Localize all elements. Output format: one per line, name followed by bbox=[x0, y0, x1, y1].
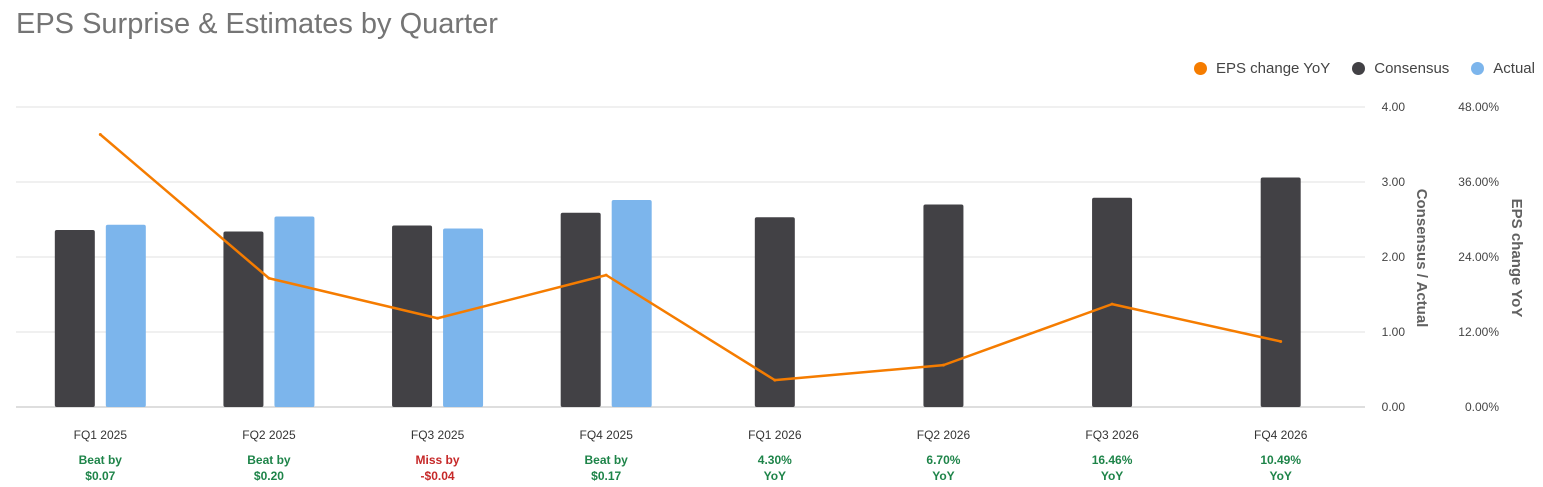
category-label-fq2-2025: FQ2 2025 bbox=[242, 428, 296, 442]
legend-item-consensus[interactable]: Consensus bbox=[1352, 60, 1449, 77]
annotation-line1-fq2-2026: 6.70% bbox=[926, 453, 960, 467]
legend-label-consensus: Consensus bbox=[1374, 60, 1450, 77]
annotation-line1-fq4-2026: 10.49% bbox=[1260, 453, 1301, 467]
annotation-line2-fq2-2025: $0.20 bbox=[254, 469, 284, 483]
bar-consensus-fq4-2026 bbox=[1260, 177, 1301, 407]
annotation-line1-fq3-2025: Miss by bbox=[416, 453, 460, 467]
bar-consensus-fq2-2025 bbox=[223, 231, 264, 407]
left-tick-4: 4.00 bbox=[1382, 100, 1406, 114]
annotation-line1-fq4-2025: Beat by bbox=[585, 453, 629, 467]
grid bbox=[16, 106, 1365, 408]
bar-consensus-fq3-2025 bbox=[392, 225, 433, 407]
annotation-line2-fq3-2026: YoY bbox=[1101, 469, 1123, 483]
category-label-fq3-2026: FQ3 2026 bbox=[1085, 428, 1139, 442]
left-tick-1: 1.00 bbox=[1382, 325, 1406, 339]
bar-consensus-fq1-2025 bbox=[54, 230, 95, 407]
category-label-fq3-2025: FQ3 2025 bbox=[411, 428, 465, 442]
annotation-line2-fq4-2025: $0.17 bbox=[591, 469, 621, 483]
legend-marker-actual bbox=[1471, 62, 1485, 75]
point-eps-change-yoy-fq4-2025 bbox=[604, 273, 608, 277]
left-tick-3: 3.00 bbox=[1382, 175, 1406, 189]
legend-label-eps-change: EPS change YoY bbox=[1215, 60, 1331, 77]
annotation-line1-fq1-2025: Beat by bbox=[79, 453, 123, 467]
legend-marker-consensus bbox=[1352, 62, 1366, 75]
right-tick-1: 12.00% bbox=[1458, 325, 1499, 339]
left-tick-0: 0.00 bbox=[1382, 400, 1406, 414]
right-axis-title: EPS change YoY bbox=[1508, 199, 1525, 318]
point-eps-change-yoy-fq1-2026 bbox=[773, 378, 777, 382]
annotation-line1-fq3-2026: 16.46% bbox=[1092, 453, 1133, 467]
right-tick-2: 24.00% bbox=[1458, 250, 1499, 264]
bar-actual-fq3-2025 bbox=[443, 228, 484, 407]
surprise-annotations: Beat by $0.07 Beat by $0.20 Miss by -$0.04 Bea… bbox=[79, 453, 1302, 483]
bar-consensus-fq4-2025 bbox=[560, 212, 601, 407]
right-tick-0: 0.00% bbox=[1465, 400, 1499, 414]
point-eps-change-yoy-fq2-2026 bbox=[941, 363, 945, 367]
bars bbox=[54, 177, 1301, 407]
annotation-line1-fq2-2025: Beat by bbox=[247, 453, 291, 467]
left-tick-2: 2.00 bbox=[1382, 250, 1406, 264]
right-tick-3: 36.00% bbox=[1458, 175, 1499, 189]
category-labels: FQ1 2025 FQ2 2025 FQ3 2025 FQ4 2025 FQ1 2026… bbox=[74, 428, 1308, 442]
annotation-line1-fq1-2026: 4.30% bbox=[758, 453, 792, 467]
category-label-fq4-2025: FQ4 2025 bbox=[580, 428, 634, 442]
chart-title: EPS Surprise & Estimates by Quarter bbox=[16, 8, 498, 40]
point-eps-change-yoy-fq4-2026 bbox=[1279, 339, 1283, 343]
bar-actual-fq1-2025 bbox=[105, 224, 146, 407]
annotation-line2-fq1-2025: $0.07 bbox=[85, 469, 115, 483]
bar-consensus-fq1-2026 bbox=[754, 217, 795, 407]
line-eps-change-yoy bbox=[99, 133, 1281, 382]
legend-item-actual[interactable]: Actual bbox=[1471, 60, 1535, 77]
bar-consensus-fq3-2026 bbox=[1092, 197, 1133, 407]
annotation-line2-fq3-2025: -$0.04 bbox=[421, 469, 455, 483]
category-label-fq1-2026: FQ1 2026 bbox=[748, 428, 802, 442]
annotation-line2-fq2-2026: YoY bbox=[932, 469, 954, 483]
bar-actual-fq2-2025 bbox=[274, 216, 315, 407]
yoy-line-group bbox=[98, 133, 1283, 382]
point-eps-change-yoy-fq3-2026 bbox=[1110, 302, 1114, 306]
left-axis-title: Consensus / Actual bbox=[1413, 189, 1430, 328]
point-eps-change-yoy-fq2-2025 bbox=[267, 276, 271, 280]
legend-label-actual: Actual bbox=[1493, 60, 1535, 77]
category-label-fq4-2026: FQ4 2026 bbox=[1254, 428, 1308, 442]
annotation-line2-fq4-2026: YoY bbox=[1269, 469, 1291, 483]
legend-marker-eps-change bbox=[1193, 62, 1207, 75]
bar-actual-fq4-2025 bbox=[611, 200, 652, 407]
annotation-line2-fq1-2026: YoY bbox=[764, 469, 786, 483]
category-label-fq1-2025: FQ1 2025 bbox=[74, 428, 128, 442]
axis-ticks: 0.00 0.00% 1.00 12.00% 2.00 24.00% 3.00 36.00% 4… bbox=[1382, 100, 1500, 414]
point-eps-change-yoy-fq3-2025 bbox=[436, 316, 440, 320]
legend: EPS change YoY Consensus Actual bbox=[1193, 60, 1535, 77]
point-eps-change-yoy-fq1-2025 bbox=[98, 133, 102, 136]
legend-item-eps-change[interactable]: EPS change YoY bbox=[1193, 60, 1331, 77]
right-tick-4: 48.00% bbox=[1458, 100, 1499, 114]
bar-consensus-fq2-2026 bbox=[923, 204, 964, 407]
category-label-fq2-2026: FQ2 2026 bbox=[917, 428, 971, 442]
